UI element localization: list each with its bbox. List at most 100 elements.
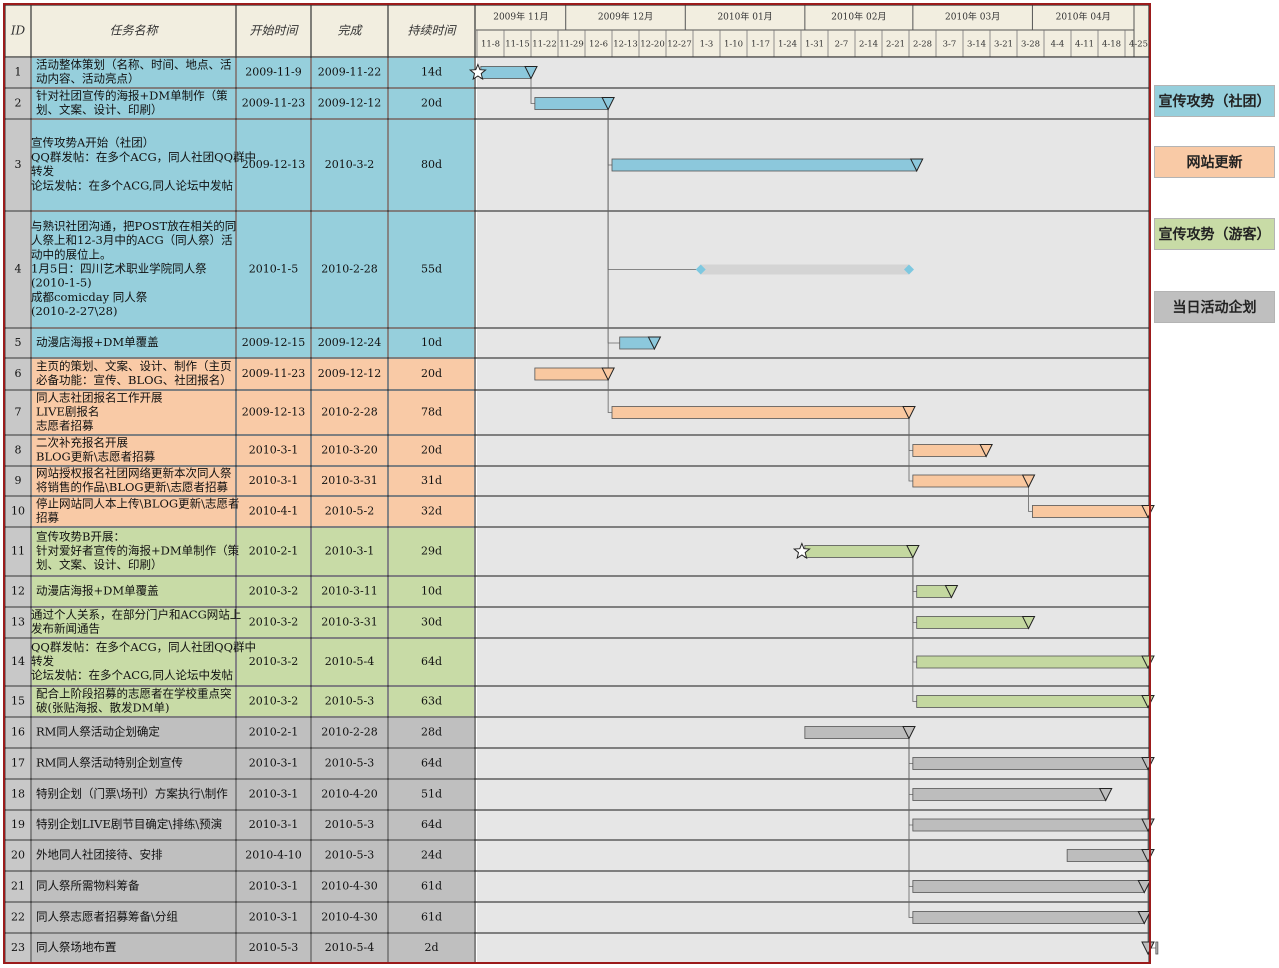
week-label: 2-14 [859,40,878,50]
task-name-line: 转发 [31,164,54,178]
task-start: 2010-1-5 [249,263,298,276]
start-cell [237,903,310,932]
header-end: 完成 [337,24,363,38]
table-row: 17 RM同人祭活动特别企划宣传 2010-3-1 2010-5-3 64d [6,749,1148,778]
task-bars [468,63,1159,956]
end-marker [906,545,920,559]
timeline-cell [477,436,1148,465]
end-marker [979,444,993,458]
task-name-line: 志愿者招募 [36,419,94,433]
task-id: 14 [11,655,25,668]
name-cell [32,577,235,606]
name-cell [32,467,235,495]
task-name-line: 针对爱好者宣传的海报+DM单制作（策 [36,544,240,558]
task-start: 2010-3-2 [249,585,298,598]
id-cell [6,89,30,118]
task-name-line: 针对社团宣传的海报+DM单制作（策 [36,88,228,102]
duration-cell [389,359,474,389]
week-label: 2-21 [886,40,905,50]
timeline-cell [477,934,1148,962]
task-name-line: LIVE剧报名 [36,405,99,419]
week-label: 1-3 [700,40,714,50]
week-label: 1-10 [724,40,743,50]
task-name-line: 动漫店海报+DM单覆盖 [36,584,159,598]
duration-cell [389,639,474,685]
end-marker [601,367,615,382]
end-cell [312,780,387,809]
month-label: 2009年 12月 [598,11,653,23]
week-label: 12-13 [613,40,638,50]
task-name-line: 划、文案、设计、印刷） [36,558,163,572]
start-cell [237,497,310,526]
week-label: 11-22 [532,40,557,50]
task-name-line: QQ群发帖：在多个ACG，同人社团QQ群中 [31,150,256,164]
task-id: 11 [11,545,25,558]
week-label: 12-6 [589,40,608,50]
end-cell [312,718,387,747]
header-background [5,5,1149,57]
dependency-line [908,418,913,482]
id-cell [6,903,30,932]
task-duration: 20d [421,97,442,110]
end-cell [312,811,387,839]
name-cell [32,934,235,962]
task-end: 2010-5-3 [325,849,374,862]
task-name-line: 动内容、活动亮点） [36,72,140,86]
task-start: 2010-3-1 [249,444,298,457]
start-cell [237,749,310,778]
task-name-line: 破(张贴海报、散发DM单) [36,701,169,715]
star-icon [792,542,811,560]
id-cell [6,749,30,778]
start-cell [237,467,310,495]
task-name-line: 与熟识社团沟通，把POST放在相关的同 [31,219,236,233]
week-label: 2-7 [835,40,849,50]
task-end: 2010-2-28 [321,726,377,739]
week-label: 3-14 [967,40,986,50]
task-name-line: 特别企划LIVE剧节目确定\排练\预演 [36,817,222,831]
start-cell [237,359,310,389]
task-id: 2 [15,97,22,110]
id-cell [6,528,30,575]
task-duration: 80d [421,158,442,171]
start-cell [237,329,310,357]
task-id: 16 [11,726,25,739]
task-start: 2009-11-9 [245,66,301,79]
task-start: 2010-3-2 [249,655,298,668]
task-duration: 24d [421,849,442,862]
task-duration: 20d [421,444,442,457]
task-end: 2010-2-28 [321,406,377,419]
id-cell [6,329,30,357]
duration-cell [389,58,474,87]
timeline-cell [477,467,1148,495]
duration-cell [389,391,474,434]
task-name-line: 论坛发帖：在多个ACG,同人论坛中发帖 [31,668,233,682]
id-cell [6,391,30,434]
task-id: 17 [11,757,25,770]
name-cell [32,811,235,839]
task-end: 2009-12-24 [318,336,381,349]
end-cell [312,749,387,778]
task-start: 2009-12-13 [242,406,305,419]
start-cell [237,934,310,962]
end-marker [944,585,959,599]
month-label: 2009年 11月 [493,11,548,23]
task-end: 2010-3-31 [321,616,377,629]
task-id: 18 [11,788,25,801]
header-id: ID [10,24,26,38]
duration-cell [389,718,474,747]
task-end: 2010-3-2 [325,158,374,171]
month-label: 2010年 02月 [831,11,886,23]
id-cell [6,577,30,606]
end-marker [647,336,662,351]
task-duration: 2d [424,941,438,954]
timeline-cell [477,329,1148,357]
end-cell [312,212,387,327]
end-marker [1141,941,1155,956]
id-cell [6,934,30,962]
task-duration: 10d [421,336,442,349]
id-cell [6,436,30,465]
start-cell [237,608,310,637]
duration-cell [389,212,474,327]
start-cell [237,639,310,685]
end-marker [1021,616,1036,630]
